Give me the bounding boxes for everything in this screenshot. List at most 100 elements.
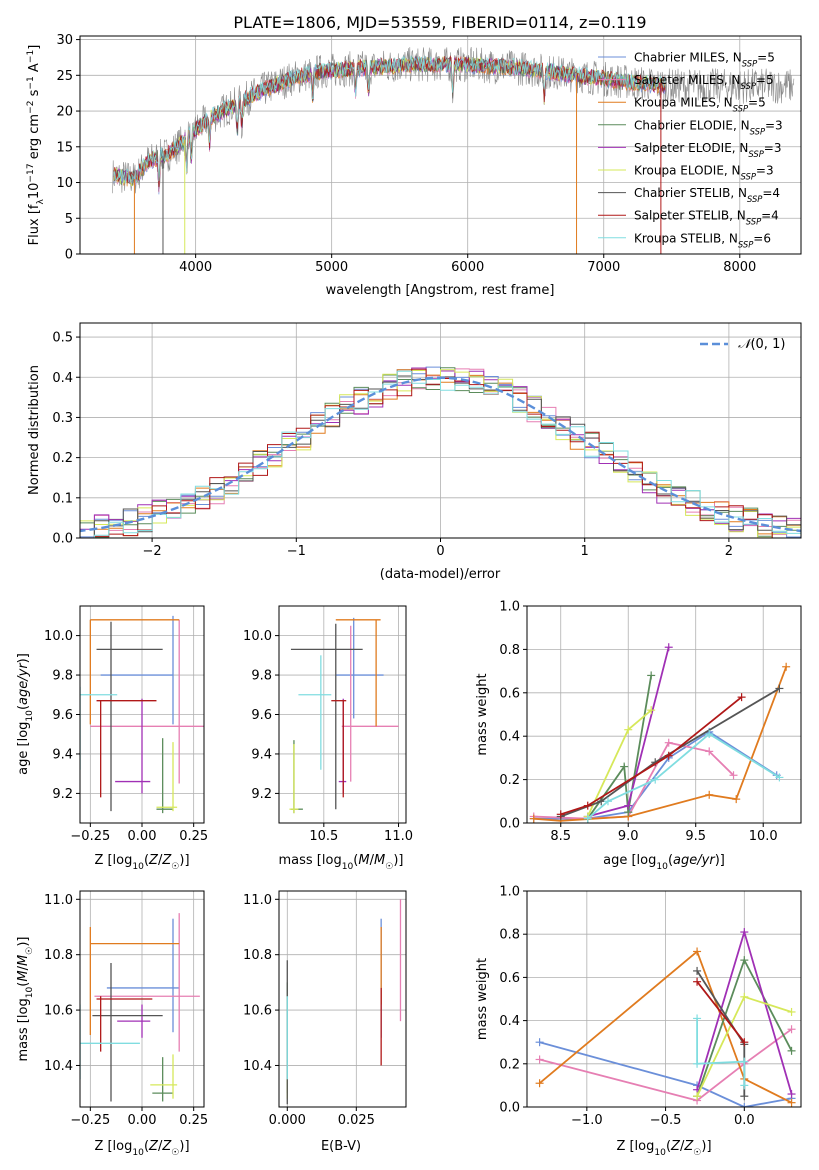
y-tick-label: 0.4	[499, 1014, 520, 1029]
y-tick-label: 1.0	[499, 885, 520, 900]
axes-frame	[526, 890, 802, 1108]
histogram-chabrier-stelib	[80, 375, 801, 538]
y-tick-label: 0.3	[52, 411, 73, 426]
y-tick-label: 0.2	[499, 773, 520, 788]
x-tick-label: 7000	[587, 260, 620, 275]
age_vs_Z-axes: −0.25 0.00 0.25 9.2 9.4 9.6 9.8 10.0 Z [log10(Z/…	[16, 605, 208, 872]
y-tick-label: 0.1	[52, 491, 73, 506]
histogram-kroupa-stelib	[80, 370, 801, 538]
x-axis-label: Z [log10(Z/Z☉)]	[94, 1139, 189, 1158]
y-axis-label: mass weight	[475, 958, 490, 1040]
x-tick-label: 9.5	[685, 829, 706, 844]
y-tick-label: 9.4	[251, 747, 272, 762]
axes-frame	[526, 605, 802, 824]
x-tick-label: 0.25	[179, 829, 208, 844]
data-layer	[286, 899, 402, 1105]
legend-entry-salpeter-elodie: Salpeter ELODIE, NSSP=3	[634, 141, 782, 159]
y-tick-label: 0.8	[499, 928, 520, 943]
data-layer	[80, 913, 200, 1102]
y-tick-label: 10.4	[243, 1059, 272, 1074]
histogram-salpeter-stelib	[80, 368, 801, 538]
x-axis-label: (data-model)/error	[380, 567, 501, 582]
y-tick-label: 10.8	[44, 948, 73, 963]
weight_vs_Z-axes: −1.0 −0.5 0.0 0.0 0.2 0.4 0.6 0.8 1.0 Z [log10(Z/…	[475, 885, 802, 1158]
y-tick-label: 0.8	[499, 643, 520, 658]
legend-entry-chabrier-stelib: Chabrier STELIB, NSSP=4	[634, 186, 780, 204]
weight-line-salpeter-miles	[539, 1028, 793, 1102]
axes-frame	[79, 35, 802, 255]
y-tick-label: 15	[56, 140, 73, 155]
x-tick-label: 2	[725, 544, 733, 559]
x-axis-label: Z [log10(Z/Z☉)]	[94, 853, 189, 872]
y-tick-label: 10.6	[243, 1004, 272, 1019]
legend-entry-kroupa-miles: Kroupa MILES, NSSP=5	[634, 96, 766, 114]
y-tick-label: 9.6	[52, 708, 73, 723]
axes-frame	[79, 322, 802, 539]
y-tick-label: 0.0	[499, 1101, 520, 1116]
y-tick-label: 0.4	[52, 371, 73, 386]
weight_vs_age-axes: 8.5 9.0 9.5 10.0 0.0 0.2 0.4 0.6 0.8 1.0 age [log1…	[475, 600, 802, 872]
x-tick-label: 6000	[451, 260, 484, 275]
y-tick-label: 9.6	[251, 708, 272, 723]
y-tick-label: 0.5	[52, 331, 73, 346]
y-axis-label: mass [log10(M/M☉)]	[16, 937, 35, 1062]
x-tick-label: 8.5	[550, 829, 571, 844]
mass_vs_ebv-axes: 0.000 0.025 10.4 10.6 10.8 11.0 E(B-V)	[243, 890, 407, 1154]
legend-entry-kroupa-stelib: Kroupa STELIB, NSSP=6	[634, 231, 771, 249]
axes-frame	[278, 890, 407, 1108]
y-axis-label: mass weight	[475, 673, 490, 755]
data-layer	[80, 615, 204, 814]
y-tick-label: 0	[65, 248, 73, 263]
age_vs_mass-axes: 10.5 11.0 9.2 9.4 9.6 9.8 10.0 mass [log10(M/M☉…	[243, 605, 413, 872]
y-tick-label: 10	[56, 176, 73, 191]
legend-entry-kroupa-elodie: Kroupa ELODIE, NSSP=3	[634, 164, 774, 182]
x-tick-label: 1	[581, 544, 589, 559]
y-tick-label: 1.0	[499, 600, 520, 615]
y-tick-label: 10.0	[44, 629, 73, 644]
y-tick-label: 0.6	[499, 686, 520, 701]
y-tick-label: 10.0	[243, 629, 272, 644]
x-tick-label: 0.25	[179, 1113, 208, 1128]
y-tick-label: 0.2	[52, 451, 73, 466]
x-tick-label: 10.0	[749, 829, 778, 844]
axes-frame	[278, 605, 407, 824]
x-axis-label: age [log10(age/yr)]	[603, 853, 725, 872]
residual-axes: −2 −1 0 1 2 0.0 0.1 0.2 0.3 0.4 0.5 (data-model)/er…	[27, 322, 802, 582]
y-axis-label: age [log10(age/yr)]	[16, 653, 35, 775]
legend-entry-salpeter-miles: Salpeter MILES, NSSP=5	[634, 73, 774, 91]
y-tick-label: 0.0	[52, 532, 73, 547]
x-tick-label: 10.5	[309, 829, 338, 844]
y-axis-label: Flux [fλ10−17 erg cm−2 s−1 A−1]	[26, 45, 46, 246]
model-kroupa-stelib	[113, 55, 666, 184]
x-tick-label: 0.00	[128, 829, 157, 844]
x-axis-label: wavelength [Angstrom, rest frame]	[326, 283, 555, 298]
weight-line-chabrier-miles	[539, 1041, 792, 1107]
y-tick-label: 0.6	[499, 971, 520, 986]
x-tick-label: −1	[287, 544, 306, 559]
normal-curve	[80, 376, 801, 533]
legend-entry-normal: 𝒩(0, 1)	[738, 337, 785, 352]
x-tick-label: 4000	[179, 260, 212, 275]
x-tick-label: 0.000	[269, 1113, 306, 1128]
x-tick-label: 9.0	[618, 829, 639, 844]
legend-entry-chabrier-miles: Chabrier MILES, NSSP=5	[634, 51, 775, 69]
weight-line-salpeter-stelib	[696, 981, 746, 1043]
axes-frame	[79, 890, 205, 1108]
data-layer	[529, 643, 791, 823]
x-tick-label: 11.0	[384, 829, 413, 844]
y-tick-label: 11.0	[44, 893, 73, 908]
weight-line-kroupa-miles	[539, 949, 793, 1104]
y-tick-label: 0.4	[499, 730, 520, 745]
x-tick-label: 0.0	[734, 1113, 755, 1128]
x-tick-label: 8000	[723, 260, 756, 275]
x-axis-label: mass [log10(M/M☉)]	[279, 853, 404, 872]
y-tick-label: 9.2	[251, 787, 272, 802]
data-layer	[112, 46, 795, 254]
y-tick-label: 10.4	[44, 1059, 73, 1074]
weight-line-kroupa-miles	[533, 666, 788, 822]
x-tick-label: 5000	[315, 260, 348, 275]
weight-line-chabrier-stelib	[560, 687, 780, 818]
spectrum-axes: 4000 5000 6000 7000 8000 0 5 10 15 20 25 30 waveleng…	[26, 33, 802, 298]
x-axis-label: E(B-V)	[321, 1139, 361, 1154]
x-tick-label: −0.25	[70, 1113, 110, 1128]
